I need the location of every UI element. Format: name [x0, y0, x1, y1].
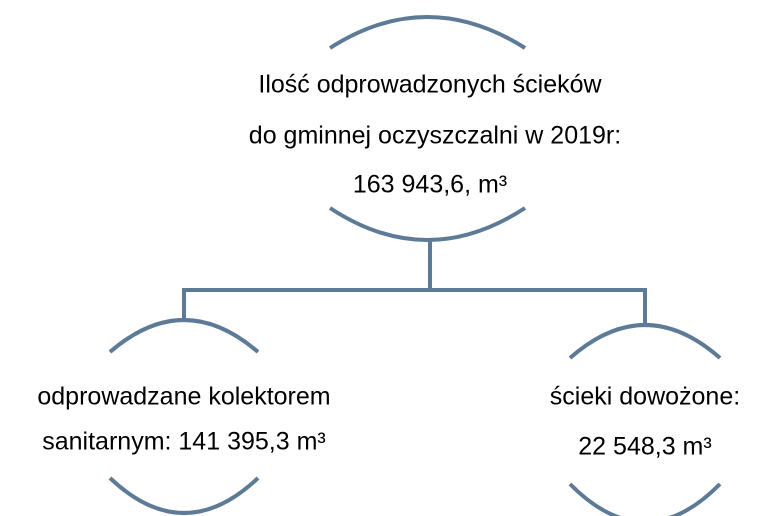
- node-text: ścieki dowożone:: [550, 383, 740, 411]
- node-text: do gminnej oczyszczalni w 2019r:: [249, 122, 621, 150]
- arc: [568, 482, 722, 516]
- node-text: 22 548,3 m³: [578, 433, 711, 461]
- arc: [328, 206, 527, 242]
- node-text: sanitarnym: 141 395,3 m³: [42, 428, 325, 456]
- arc: [328, 15, 527, 50]
- arc: [568, 323, 722, 360]
- node-text: Ilość odprowadzonych ścieków: [258, 71, 602, 99]
- node-text: 163 943,6, m³: [353, 171, 507, 199]
- arc: [108, 318, 260, 354]
- arc: [108, 476, 260, 515]
- node-text: odprowadzane kolektorem: [37, 383, 330, 411]
